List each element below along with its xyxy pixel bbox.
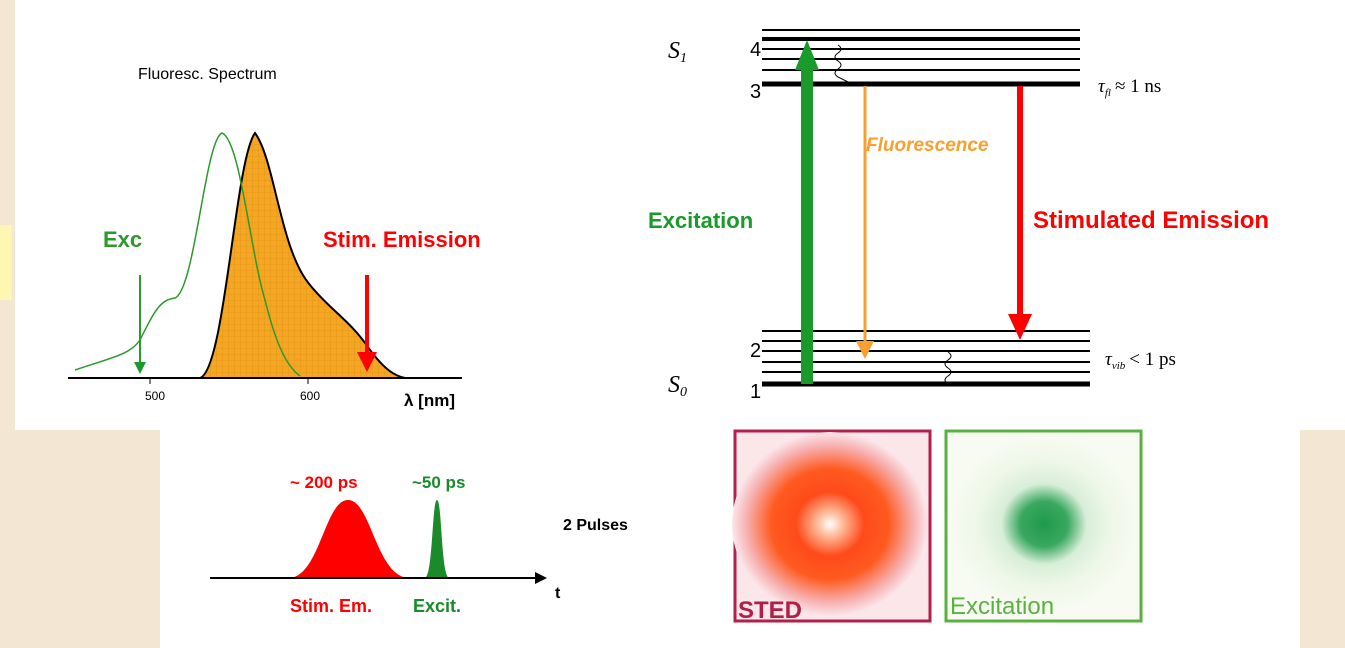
- image-label: STED: [738, 597, 802, 624]
- pulse-name: Excit.: [413, 596, 461, 616]
- pulse-width: ~ 200 ps: [290, 473, 358, 492]
- image-label: Excitation: [950, 593, 1054, 620]
- transition-label: Excitation: [648, 208, 753, 233]
- figure: Fluoresc. Spectrum 500 600 λ [nm] Exc St…: [0, 0, 1345, 648]
- level-number: 1: [750, 381, 761, 403]
- text-part: 0: [680, 385, 687, 400]
- pulse-width: ~50 ps: [412, 473, 465, 492]
- tick-label: 600: [300, 389, 320, 403]
- page: Fluoresc. Spectrum 500 600 λ [nm] Exc St…: [0, 0, 1345, 648]
- pulse-name: Stim. Em.: [290, 596, 372, 616]
- text-part: ≈ 1 ns: [1115, 76, 1161, 97]
- text-part: S: [668, 372, 680, 398]
- text-part: S: [668, 38, 680, 64]
- spectrum-title: Fluoresc. Spectrum: [138, 66, 277, 83]
- axis-label: t: [555, 585, 561, 602]
- transition-label: Fluorescence: [866, 135, 989, 156]
- text-part: 1: [680, 51, 687, 66]
- depletion-label: Stim. Emission: [323, 227, 481, 252]
- text-part: < 1 ps: [1129, 349, 1176, 370]
- level-number: 3: [750, 81, 761, 103]
- text-part: fl: [1105, 87, 1111, 99]
- level-number: 2: [750, 340, 761, 362]
- pulse-caption: 2 Pulses: [563, 517, 628, 534]
- text-part: vib: [1112, 360, 1126, 372]
- transition-label: Stimulated Emission: [1033, 207, 1269, 234]
- tick-label: 500: [145, 389, 165, 403]
- backgrounds: [0, 0, 1345, 648]
- axis-label: λ [nm]: [404, 391, 455, 410]
- level-number: 4: [750, 39, 761, 61]
- excitation-label: Exc: [103, 227, 142, 252]
